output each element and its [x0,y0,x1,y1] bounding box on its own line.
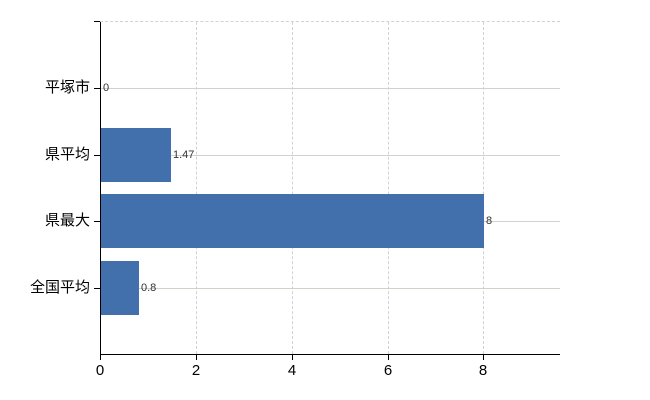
vertical-gridline [196,22,197,354]
horizontal-gridline [100,88,560,89]
bar [101,128,171,182]
x-tick-label: 6 [383,362,393,379]
x-tick-label: 0 [95,362,105,379]
bar-value-label: 8 [486,215,493,227]
y-axis [100,22,101,355]
x-tick-label: 2 [191,362,201,379]
horizontal-gridline [100,288,560,289]
category-label: 県最大 [44,212,90,229]
y-axis-tick [94,221,100,222]
y-axis-tick [94,88,100,89]
x-tick-label: 8 [478,362,488,379]
bar-value-label: 0.8 [141,282,157,294]
x-axis [100,354,560,355]
x-axis-tick [388,355,389,360]
category-label: 県平均 [44,146,90,163]
plot-top-border [100,21,560,22]
vertical-gridline [483,22,484,354]
y-axis-tick [94,288,100,289]
bar [101,194,484,248]
x-axis-tick [196,355,197,360]
x-tick-label: 4 [287,362,297,379]
bar [101,261,139,315]
y-axis-tick [94,21,100,22]
horizontal-gridline [100,155,560,156]
vertical-gridline [388,22,389,354]
category-label: 全国平均 [29,279,90,296]
y-axis-tick [94,155,100,156]
x-axis-tick [483,355,484,360]
bar-value-label: 1.47 [173,149,195,161]
x-axis-tick [100,355,101,360]
bar-value-label: 0 [103,82,110,94]
vertical-gridline [292,22,293,354]
x-axis-tick [292,355,293,360]
category-label: 平塚市 [44,79,90,96]
